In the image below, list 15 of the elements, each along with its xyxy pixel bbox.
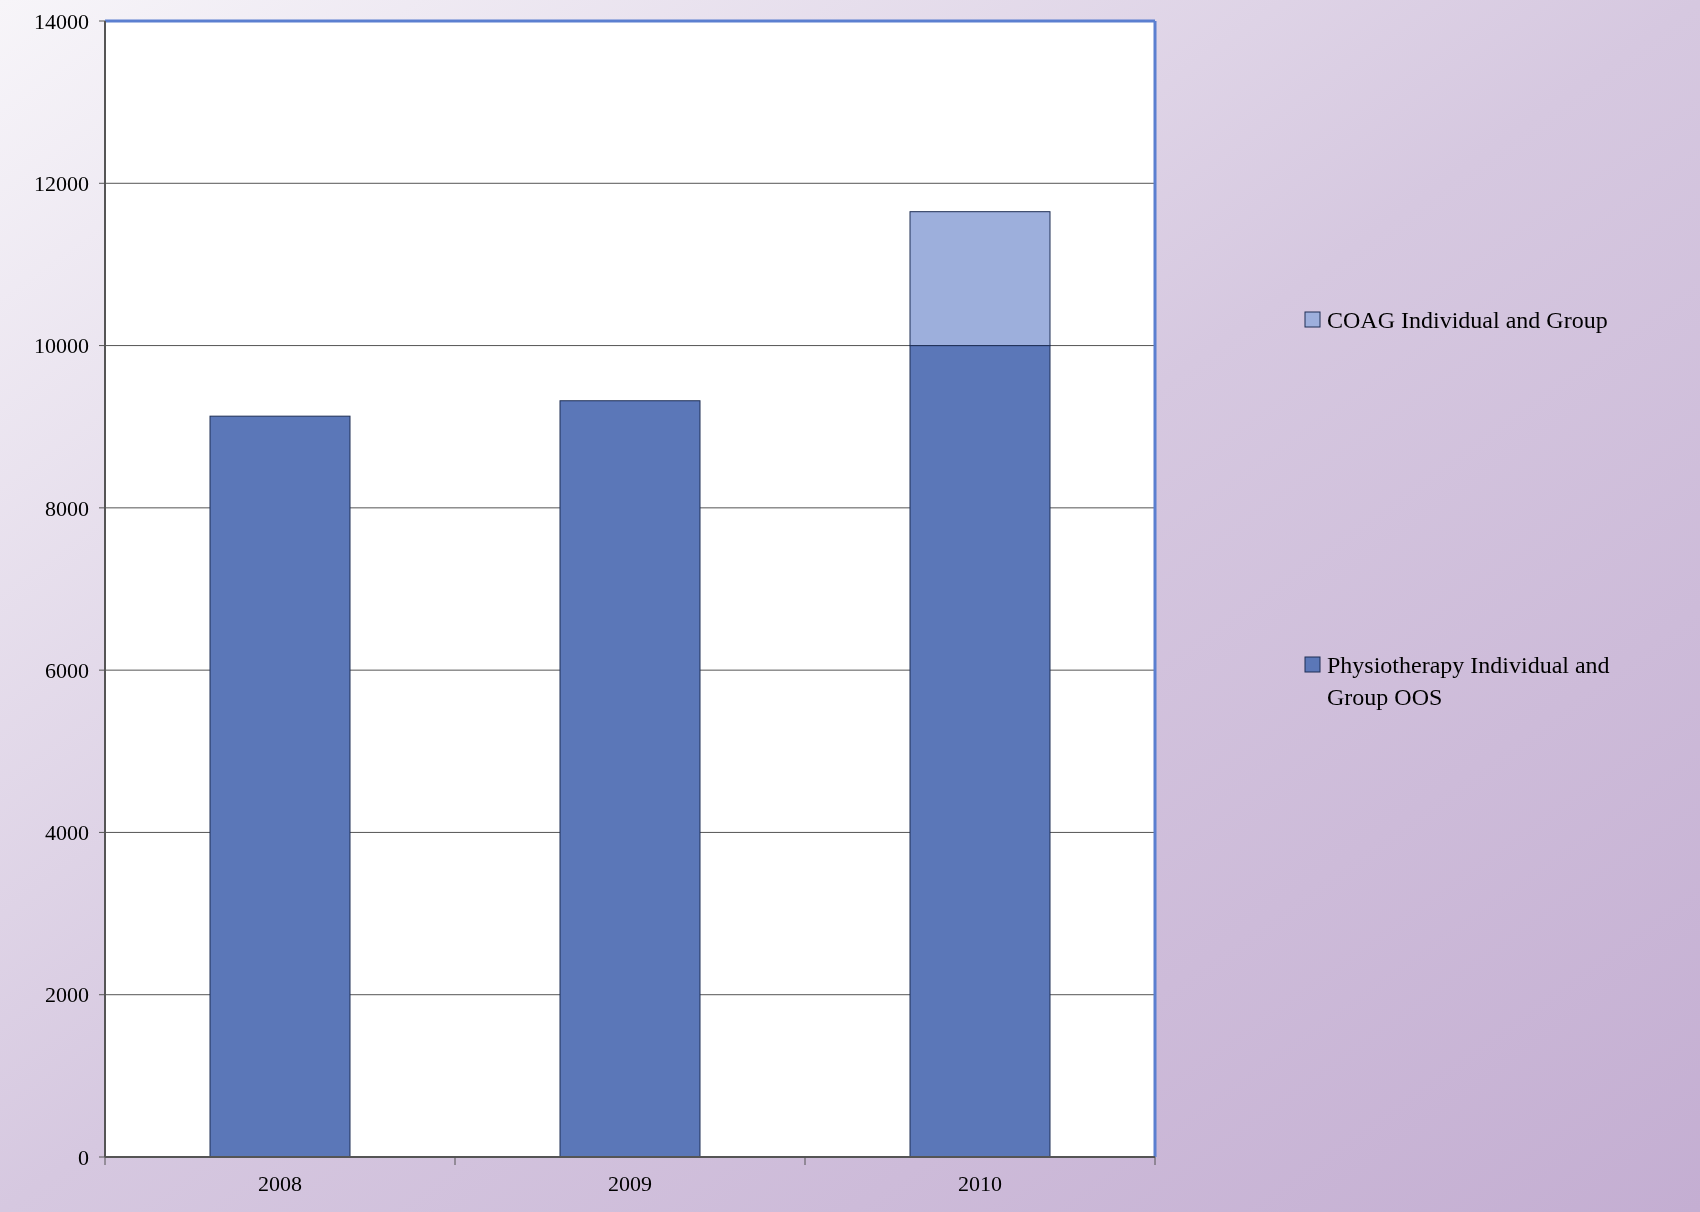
y-tick-label: 0	[78, 1144, 89, 1170]
legend-label: Physiotherapy Individual and Group OOS	[1327, 652, 1610, 710]
y-tick-label: 14000	[34, 8, 89, 34]
y-tick-label: 10000	[34, 333, 89, 359]
legend-label: COAG Individual and Group	[1327, 307, 1608, 334]
bar	[559, 400, 701, 1158]
bar	[209, 415, 351, 1158]
y-tick-label: 2000	[45, 982, 89, 1008]
x-tick-label: 2010	[958, 1171, 1002, 1196]
y-tick-label: 4000	[45, 820, 89, 846]
y-tick-label: 6000	[45, 657, 89, 683]
x-tick-label: 2008	[258, 1171, 302, 1196]
y-tick-label: 8000	[45, 495, 89, 521]
x-tick-label: 2009	[608, 1171, 652, 1196]
y-tick-label: 12000	[34, 170, 89, 196]
